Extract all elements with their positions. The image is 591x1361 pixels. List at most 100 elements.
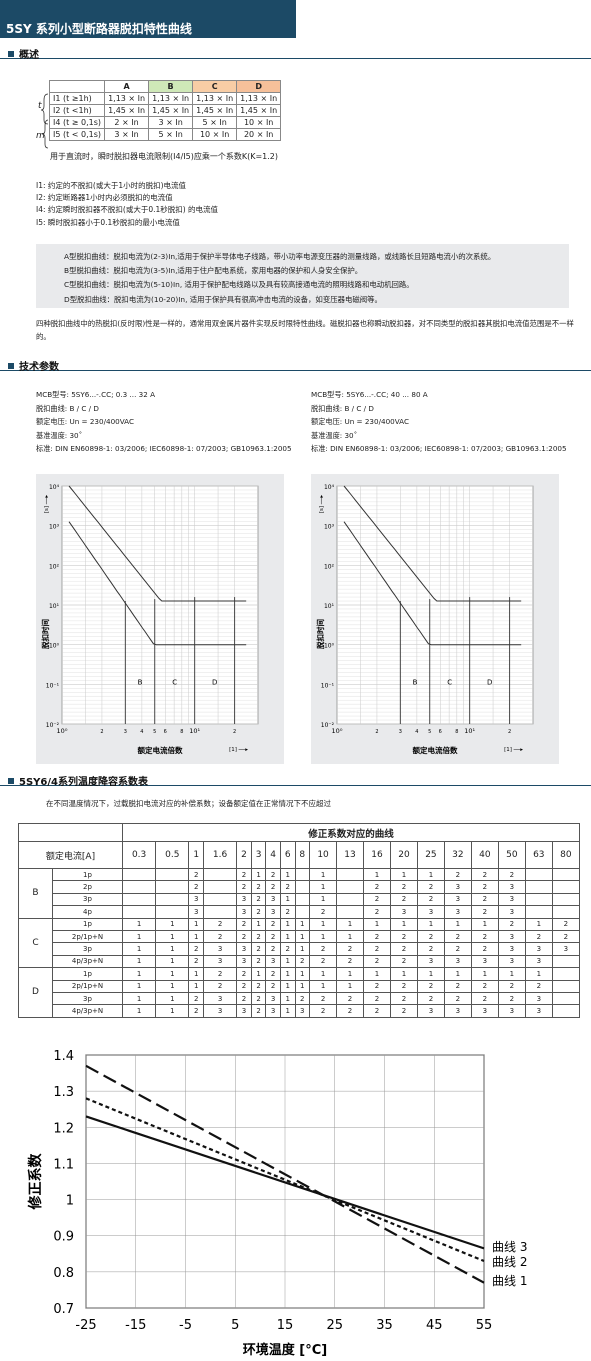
table-cell: 2 xyxy=(250,929,267,944)
poles-label: 1p xyxy=(52,917,123,931)
trip-curve-lower xyxy=(68,521,247,646)
x-tick-label: 55 xyxy=(476,1318,493,1333)
table-cell: 2 xyxy=(236,991,252,1006)
y-tick-label: 10¹ xyxy=(324,603,335,610)
series-label: 曲线 1 xyxy=(492,1274,527,1288)
series-line xyxy=(85,1097,485,1263)
table-cell: 2 xyxy=(309,905,338,919)
table-cell: 3 xyxy=(497,905,526,919)
current-header: 10 xyxy=(309,841,338,869)
table-cell: 3 xyxy=(416,905,445,919)
current-header: 4 xyxy=(265,841,281,869)
table-row: I4 (t ≥ 0,1s) 2 × In 3 × In 5 × In 10 × … xyxy=(48,116,282,129)
series-line xyxy=(85,1064,485,1284)
table-row: D 1p 1 1 1 2 2 1 2 1 1 1 1 1 1 1 1 1 1 1 xyxy=(18,967,581,1018)
section-overview: 概述 xyxy=(8,46,39,61)
y-tick-label: 10⁻² xyxy=(321,722,335,729)
table-cell: 2 xyxy=(236,917,252,931)
table-cell: 2 xyxy=(524,979,553,993)
table-header-row: 额定电流[A] 0.3 0.5 1 1.6 2 3 4 6 8 10 13 16 20 25 32 40 50 63… xyxy=(18,841,581,869)
y-tick-label: 1.1 xyxy=(53,1157,74,1172)
table-cell xyxy=(121,892,157,907)
x-tick-label: 15 xyxy=(277,1318,294,1333)
y-tick-label: 1.3 xyxy=(53,1085,74,1100)
current-header: 6 xyxy=(279,841,296,869)
table-cell xyxy=(202,905,238,919)
section-derating-label: 5SY6/4系列温度降容系数表 xyxy=(19,777,148,788)
series-label: 曲线 2 xyxy=(492,1255,527,1269)
table-cell: 2 xyxy=(265,880,281,894)
table-cell xyxy=(551,1004,581,1018)
table-cell xyxy=(121,905,157,919)
table-cell: 3 xyxy=(265,991,281,1006)
derating-note: 在不同温度情况下，过载脱扣电流对应的补偿系数；设备额定值在正常情况下不应超过 xyxy=(46,799,331,808)
table-cell: 1 xyxy=(279,867,296,882)
y-tick-label: 10⁰ xyxy=(324,643,335,650)
table-cell: 2 xyxy=(309,954,338,969)
table-cell: 3 xyxy=(443,905,472,919)
table-cell: 1 xyxy=(524,967,553,981)
table-cell: 2 xyxy=(363,991,391,1006)
series-label: 曲线 3 xyxy=(492,1240,527,1254)
table-cell: 3 xyxy=(497,954,526,969)
table-row: I1 (t ≥1h) 1,13 × In 1,13 × In 1,13 × In… xyxy=(48,92,282,105)
poles-label: 2p/1p+N xyxy=(52,929,123,944)
table-cell: 2 xyxy=(416,942,445,956)
y-axis-label: 修正系数 xyxy=(27,1153,44,1211)
table-cell xyxy=(524,880,553,894)
table-row: C 1p 1 1 1 2 2 1 2 1 1 1 1 1 1 1 1 1 2 1 2 xyxy=(18,917,581,969)
zone-label: B xyxy=(138,678,143,686)
x-tick-label: 8 xyxy=(180,729,183,735)
table-cell: 2 xyxy=(470,880,499,894)
table-cell: 3 xyxy=(188,905,204,919)
y-tick-label: 10² xyxy=(324,563,335,570)
y-tick-label: 1 xyxy=(66,1194,74,1209)
table-cell: 1,45 × In xyxy=(148,104,194,117)
current-header: 50 xyxy=(497,841,526,869)
table-cell: 3 xyxy=(470,954,499,969)
table-cell: 2 xyxy=(416,991,445,1006)
table-cell: 2 xyxy=(202,979,238,993)
table-cell: 1 xyxy=(294,942,311,956)
table-cell: I5 (t < 0,1s) xyxy=(48,128,106,141)
trip-chart-right: B C D 10⁴ 10³ 10² 10¹ 10⁰ 10⁻¹ 10⁻² 10⁰ 2 3 4 5 6 8 10¹ 2 额… xyxy=(311,474,559,764)
section-rule xyxy=(0,370,591,371)
summary-header: A xyxy=(104,80,150,93)
y-tick-label: 10⁻¹ xyxy=(46,682,60,689)
table-cell: 10 × In xyxy=(236,116,282,129)
table-cell: 1 xyxy=(121,917,157,931)
spec-line: 标准: DIN EN60898-1: 03/2006; IEC60898-1: … xyxy=(36,444,292,453)
table-cell: 1 xyxy=(155,967,190,981)
table-cell: 3 xyxy=(470,1004,499,1018)
table-cell: 2 xyxy=(416,979,445,993)
table-row: 3p 3 3 2 3 1 1 2 2 2 3 2 3 xyxy=(19,892,581,907)
table-cell: 2 xyxy=(309,1004,338,1018)
curve-description-box: A型脱扣曲线：脱扣电流为(2-3)In,适用于保护半导体电子线路，带小功率电源变… xyxy=(36,244,569,308)
table-cell: 2 xyxy=(416,929,445,944)
table-cell: 2 × In xyxy=(104,116,150,129)
spec-block-left: MCB型号: 5SY6...-.CC; 0.3 ... 32 A 脱扣曲线: B… xyxy=(36,388,292,456)
y-unit: [s] ──▸ xyxy=(44,495,50,514)
table-cell: 2 xyxy=(389,979,418,993)
table-cell: 1 xyxy=(250,867,267,882)
table-row: B 1p 2 2 1 2 1 1 1 1 1 2 2 2 xyxy=(18,867,581,919)
table-cell: 2 xyxy=(416,880,445,894)
table-cell xyxy=(336,880,365,894)
poles-label: 2p xyxy=(52,880,123,894)
table-cell: 1 xyxy=(155,942,190,956)
table-cell: 2 xyxy=(294,954,311,969)
table-cell: 2 xyxy=(470,929,499,944)
table-cell: 3 xyxy=(497,942,526,956)
table-cell: 1 xyxy=(279,979,296,993)
table-cell: 2 xyxy=(250,880,267,894)
zone-label: D xyxy=(487,678,492,686)
y-tick-label: 10⁻¹ xyxy=(321,682,335,689)
x-tick-label: 5 xyxy=(153,729,156,735)
current-header: 0.5 xyxy=(155,841,190,869)
table-corner xyxy=(18,823,123,842)
table-cell: 1,45 × In xyxy=(192,104,238,117)
table-cell: 1 xyxy=(416,967,445,981)
table-cell: 1 xyxy=(121,942,157,956)
table-cell: 3 xyxy=(524,1004,553,1018)
